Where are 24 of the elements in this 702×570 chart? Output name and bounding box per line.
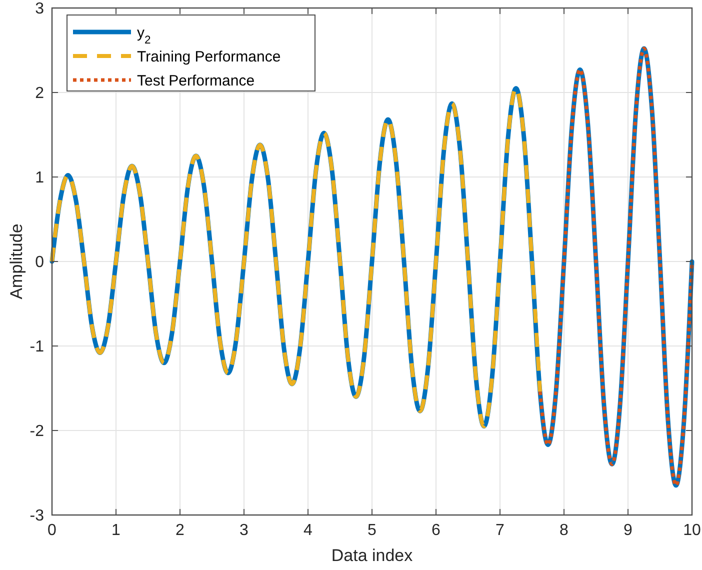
y-tick-label: 3 [35, 0, 44, 18]
y-tick-label: 1 [35, 170, 44, 187]
legend-label: Training Performance [137, 48, 281, 66]
y-tick-label: -3 [30, 508, 44, 525]
y-axis-title: Amplitude [7, 224, 26, 300]
x-tick-label: 10 [683, 522, 701, 539]
x-tick-label: 0 [48, 522, 57, 539]
y-tick-label: -2 [30, 423, 44, 440]
legend-label: Test Performance [137, 72, 255, 90]
x-tick-label: 3 [240, 522, 249, 539]
x-tick-label: 2 [176, 522, 185, 539]
x-tick-label: 8 [560, 522, 569, 539]
x-tick-label: 7 [496, 522, 505, 539]
x-tick-label: 4 [304, 522, 313, 539]
y-tick-label: 0 [35, 254, 44, 272]
x-tick-label: 5 [368, 522, 377, 539]
x-tick-label: 6 [432, 522, 441, 539]
x-axis-title: Data index [331, 546, 414, 565]
x-tick-label: 9 [624, 522, 633, 539]
y-tick-label: 2 [35, 85, 44, 102]
legend-label: y$_{2}$ [137, 24, 151, 46]
line-series [538, 46, 694, 488]
x-tick-label: 1 [112, 522, 121, 539]
y-tick-label: -1 [30, 338, 44, 356]
